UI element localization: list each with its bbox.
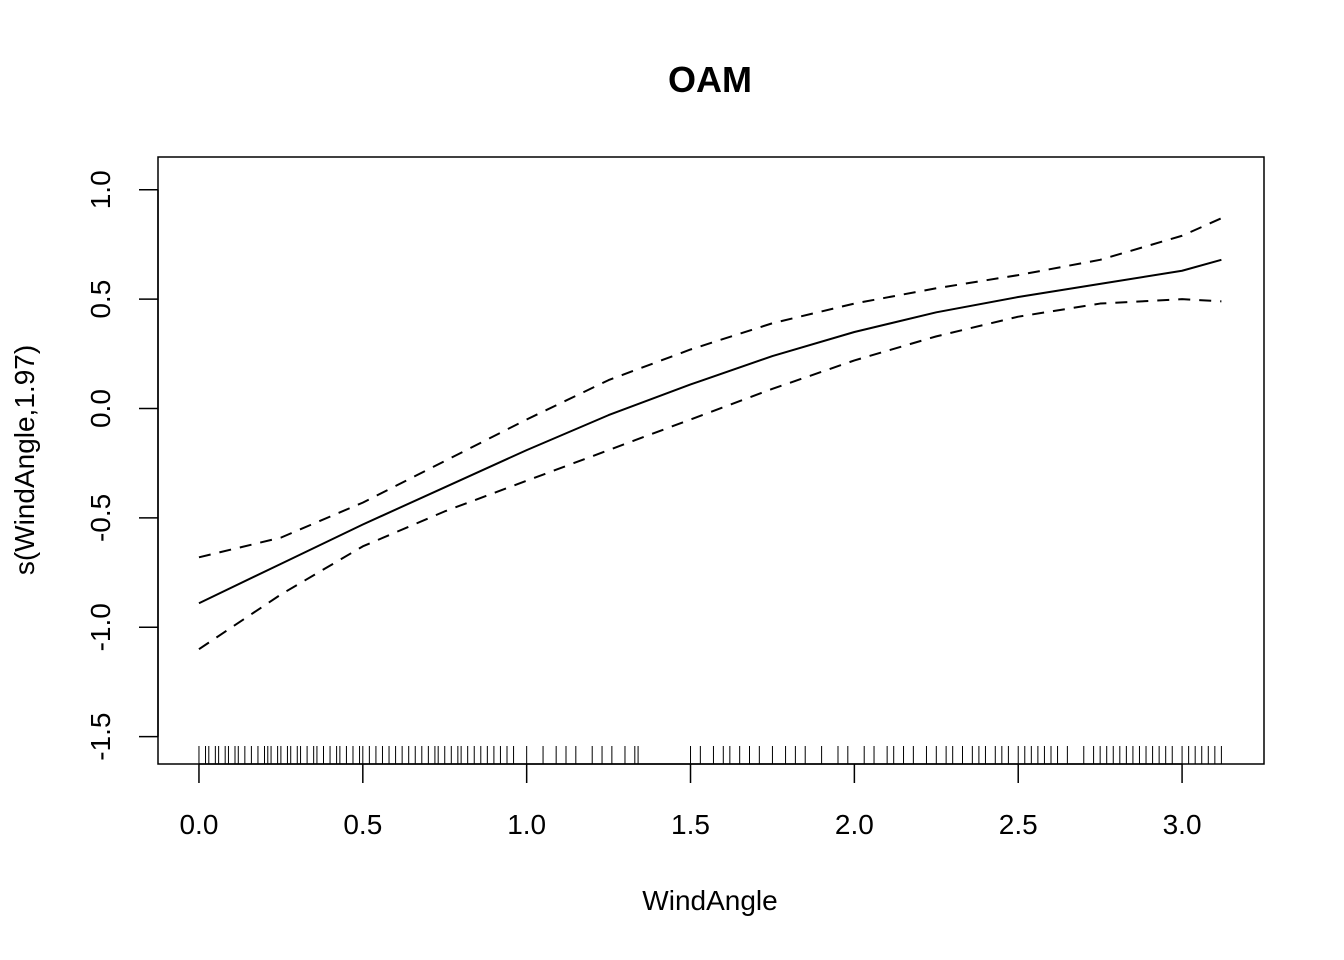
- x-tick-label: 0.0: [179, 809, 218, 840]
- x-axis-label: WindAngle: [642, 885, 777, 916]
- y-tick-label: -1.5: [85, 713, 116, 761]
- y-tick-label: -1.0: [85, 603, 116, 651]
- y-axis-label: s(WindAngle,1.97): [9, 345, 40, 575]
- y-tick-label: -0.5: [85, 494, 116, 542]
- y-axis: -1.5 -1.0 -0.5 0.0 0.5 1.0: [85, 170, 159, 761]
- x-tick-label: 1.0: [507, 809, 546, 840]
- x-tick-label: 1.5: [671, 809, 710, 840]
- y-tick-label: 0.5: [85, 280, 116, 319]
- confidence-band-line: [198, 217, 1222, 559]
- confidence-band-line: [198, 298, 1222, 650]
- smooth-fit-line: [198, 258, 1222, 605]
- y-tick-label: 1.0: [85, 170, 116, 209]
- x-tick-label: 2.0: [835, 809, 874, 840]
- chart-title: OAM: [668, 59, 752, 100]
- series-group: [198, 217, 1222, 650]
- y-tick-label: 0.0: [85, 389, 116, 428]
- x-tick-label: 2.5: [999, 809, 1038, 840]
- x-axis: 0.0 0.5 1.0 1.5 2.0 2.5 3.0: [179, 763, 1202, 840]
- plot-box: [157, 156, 1265, 765]
- rug: [198, 746, 1222, 764]
- x-tick-label: 0.5: [343, 809, 382, 840]
- x-tick-label: 3.0: [1163, 809, 1202, 840]
